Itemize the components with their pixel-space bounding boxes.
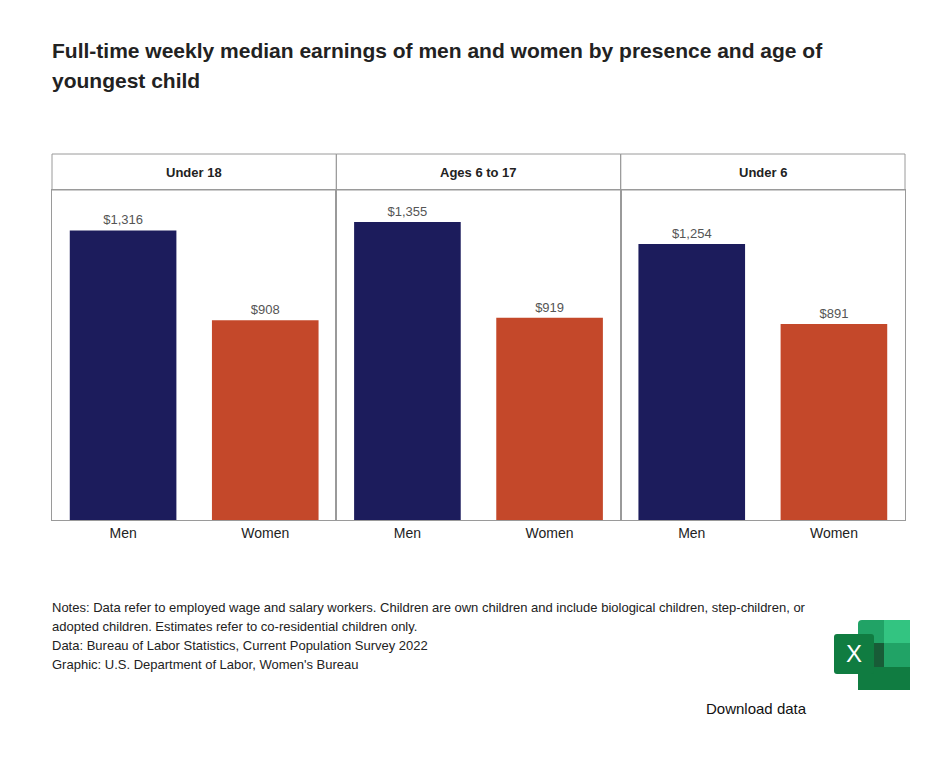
- html-text:Full-time weekly median earnin: Full-time weekly median earnings of men …: [52, 39, 823, 92]
- svg-text:Ages 6 to 17: Ages 6 to 17: [440, 165, 517, 180]
- svg-text:$919: $919: [535, 300, 564, 315]
- svg-text:$1,355: $1,355: [388, 204, 428, 219]
- svg-text:$1,316: $1,316: [103, 212, 143, 227]
- svg-text:$1,254: $1,254: [672, 226, 712, 241]
- html-text:Data: Bureau of Labor Statisti: Data: Bureau of Labor Statistics, Curren…: [52, 638, 428, 653]
- svg-text:Women: Women: [241, 525, 289, 541]
- html-text:Download data: Download data: [706, 700, 807, 717]
- svg-text:Men: Men: [678, 525, 705, 541]
- svg-text:Men: Men: [394, 525, 421, 541]
- html-text:Graphic: U.S. Department of La: Graphic: U.S. Department of Labor, Women…: [52, 657, 359, 672]
- svg-text:X: X: [846, 640, 862, 667]
- html-text:Notes: Data refer to employed: Notes: Data refer to employed wage and s…: [52, 600, 805, 634]
- svg-text:$891: $891: [819, 306, 848, 321]
- svg-text:Men: Men: [109, 525, 136, 541]
- svg-text:Under 18: Under 18: [166, 165, 222, 180]
- svg-text:Under 6: Under 6: [739, 165, 787, 180]
- svg-text:Women: Women: [526, 525, 574, 541]
- svg-text:$908: $908: [251, 302, 280, 317]
- svg-text:Women: Women: [810, 525, 858, 541]
